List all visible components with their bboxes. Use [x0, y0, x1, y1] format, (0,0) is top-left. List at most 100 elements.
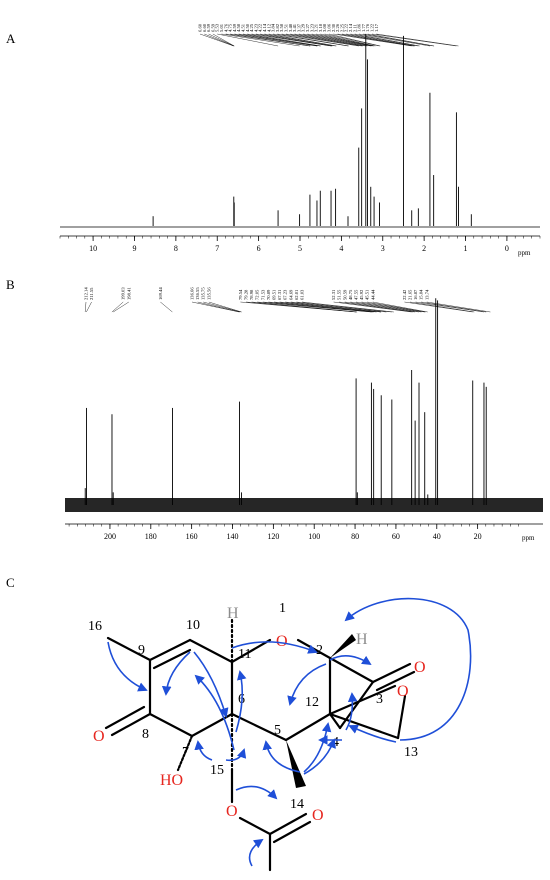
peak-label: 62.01	[294, 289, 299, 300]
peak-label-leader	[277, 33, 349, 47]
peak-label-leader	[230, 33, 311, 47]
peak-label-leader	[203, 301, 242, 313]
peak-label-leader	[409, 301, 475, 313]
peak-label: 61.03	[300, 289, 305, 300]
bond-12-5	[284, 712, 332, 742]
bond-5-6	[230, 712, 288, 742]
spectrum-trace-b	[84, 298, 487, 505]
peak-label: 198.41	[126, 287, 131, 300]
peak-label: 3.29	[301, 23, 306, 32]
peak-label: 2.22	[344, 23, 349, 32]
atom-label-15: 15	[210, 763, 224, 778]
peak-label-leader	[111, 301, 124, 313]
tick-label: 20	[474, 532, 482, 541]
peak-label: 4.50	[245, 23, 250, 32]
peak-label: 3.27	[305, 23, 310, 32]
peak-label-leader	[294, 33, 366, 47]
tick-label: 60	[392, 532, 400, 541]
peak-label: 4.14	[262, 23, 267, 32]
bond-12-oep	[328, 684, 397, 716]
peak-label: 2.11	[352, 23, 357, 32]
peak-label: 3.82	[275, 23, 280, 32]
panel-a-label: A	[6, 31, 16, 46]
hmbc-arrow-13-2	[344, 597, 472, 741]
peak-label: 4.58	[236, 23, 241, 32]
peak-label-leader	[339, 301, 414, 313]
peak-label-leader	[376, 33, 459, 47]
bond-group	[104, 618, 416, 872]
peak-label: 47.55	[354, 289, 359, 300]
panel-b-label: B	[6, 277, 15, 292]
peak-label: 3.08	[322, 23, 327, 32]
bond-o1-2	[296, 638, 332, 660]
peak-label: 136.66	[190, 287, 195, 300]
hmbc-arrow-15-11	[235, 670, 247, 733]
bond-3-4	[338, 680, 375, 730]
peak-label-leader	[404, 301, 473, 313]
peak-label: 4.12	[266, 23, 271, 32]
tick-label: 200	[104, 532, 116, 541]
peak-label-leader	[328, 33, 381, 47]
peak-label: 79.54	[238, 289, 243, 300]
tick-label: 3	[381, 244, 385, 253]
tick-label: 6	[257, 244, 261, 253]
hmbc-arrow-10-8	[161, 651, 191, 696]
bond-o-c	[238, 816, 272, 836]
peak-label-leader	[350, 301, 419, 313]
peak-label-leader	[333, 301, 412, 313]
peak-label-leader	[273, 301, 377, 313]
peak-label: 3.21	[314, 23, 319, 32]
peak-label: 44.44	[370, 289, 375, 300]
peak-label-leader	[191, 301, 240, 313]
tick-group-a: 10 9 8 7 6 5 4 3 2 1 0	[59, 236, 541, 253]
peak-label-leader	[273, 33, 349, 47]
peak-label-leader	[333, 33, 412, 47]
peak-label-leader	[212, 33, 235, 47]
peak-label-leader	[296, 301, 392, 313]
oxygen-label-1: O	[276, 633, 288, 650]
hmbc-arrow-14-6	[262, 740, 301, 773]
peak-label-leader	[298, 33, 368, 47]
peak-label: 6.59	[206, 23, 211, 32]
oxygen-label-carbonyl: O	[312, 807, 324, 824]
peak-label-leader	[84, 301, 87, 313]
peak-label: 135.75	[201, 287, 206, 300]
peak-label: 211.55	[89, 287, 94, 300]
peak-label: 64.69	[288, 289, 293, 300]
hmbc-arrow-4-3	[345, 692, 358, 731]
peak-label-leader	[359, 33, 430, 47]
peak-label-leader	[311, 33, 374, 47]
peak-label-leader	[264, 33, 336, 47]
bond-11-o1	[230, 638, 272, 664]
peak-label: 67.23	[283, 289, 288, 300]
peak-label-leader	[113, 301, 129, 313]
peak-label: 3.37	[296, 23, 301, 32]
peak-label: 5.01	[219, 23, 224, 32]
bond-12-13	[328, 712, 400, 740]
hmbc-arrow-14-4	[303, 738, 336, 775]
tick-label: 100	[308, 532, 320, 541]
peak-label: 4.23	[253, 23, 258, 32]
peak-label-leader	[217, 33, 279, 47]
peak-label: 3.48	[288, 23, 293, 32]
peak-label: 78.98	[249, 289, 254, 300]
spectrum-trace-a	[152, 33, 472, 226]
atom-label-group: 1 2 3 4 5 6 7 8 9 10 11 12 13 14 15 16	[88, 601, 418, 812]
tick-label: 160	[186, 532, 198, 541]
peak-label: 3.23	[309, 23, 314, 32]
atom-label-8: 8	[142, 727, 149, 742]
wedge-2-h	[330, 634, 356, 658]
hmbc-arrow-15-carbonyl	[235, 785, 278, 800]
bond-8-o-double	[104, 705, 146, 730]
bond-3-o-double	[375, 670, 416, 692]
peak-label: 2.14	[348, 23, 353, 32]
peak-label-leader	[208, 33, 235, 47]
peak-label: 135.56	[206, 287, 211, 300]
tick-label: 10	[89, 244, 97, 253]
bond-8-o	[110, 712, 152, 737]
tick-label: 40	[433, 532, 441, 541]
peak-label-leader	[371, 33, 457, 47]
peak-label-leader	[350, 33, 419, 47]
peak-label: 3.51	[284, 23, 289, 32]
